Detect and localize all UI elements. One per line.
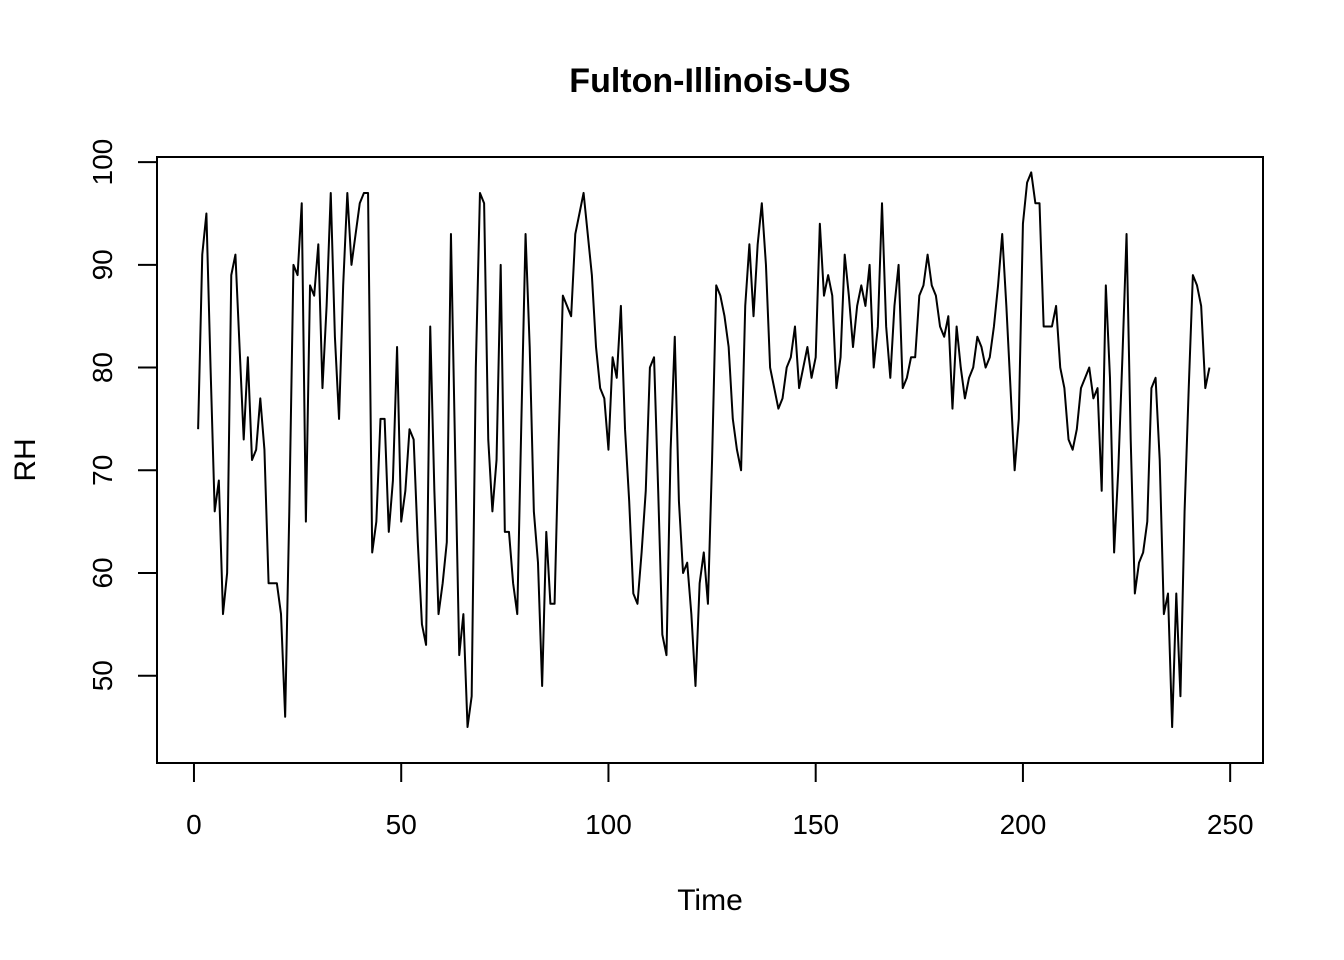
plot-frame — [156, 156, 1264, 764]
x-tick-label: 150 — [792, 809, 839, 840]
x-axis: 0 50 100 150 200 250 — [186, 762, 1254, 840]
x-tick-label: 200 — [1000, 809, 1047, 840]
y-tick-label: 100 — [87, 139, 118, 186]
y-tick-label: 60 — [87, 557, 118, 588]
x-tick-label: 250 — [1207, 809, 1254, 840]
y-axis-label: RH — [9, 438, 42, 481]
x-tick-label: 100 — [585, 809, 632, 840]
x-tick-label: 0 — [186, 809, 202, 840]
y-tick-label: 90 — [87, 249, 118, 280]
y-tick-label: 80 — [87, 352, 118, 383]
series-line-rh — [197, 171, 1211, 729]
y-tick-label: 70 — [87, 455, 118, 486]
chart-title: Fulton-Illinois-US — [569, 62, 850, 100]
x-axis-label: Time — [677, 884, 743, 917]
y-tick-label: 50 — [87, 660, 118, 691]
x-tick-label: 50 — [386, 809, 417, 840]
data-points — [197, 171, 1210, 728]
y-axis: 50 60 70 80 90 100 — [87, 139, 158, 691]
